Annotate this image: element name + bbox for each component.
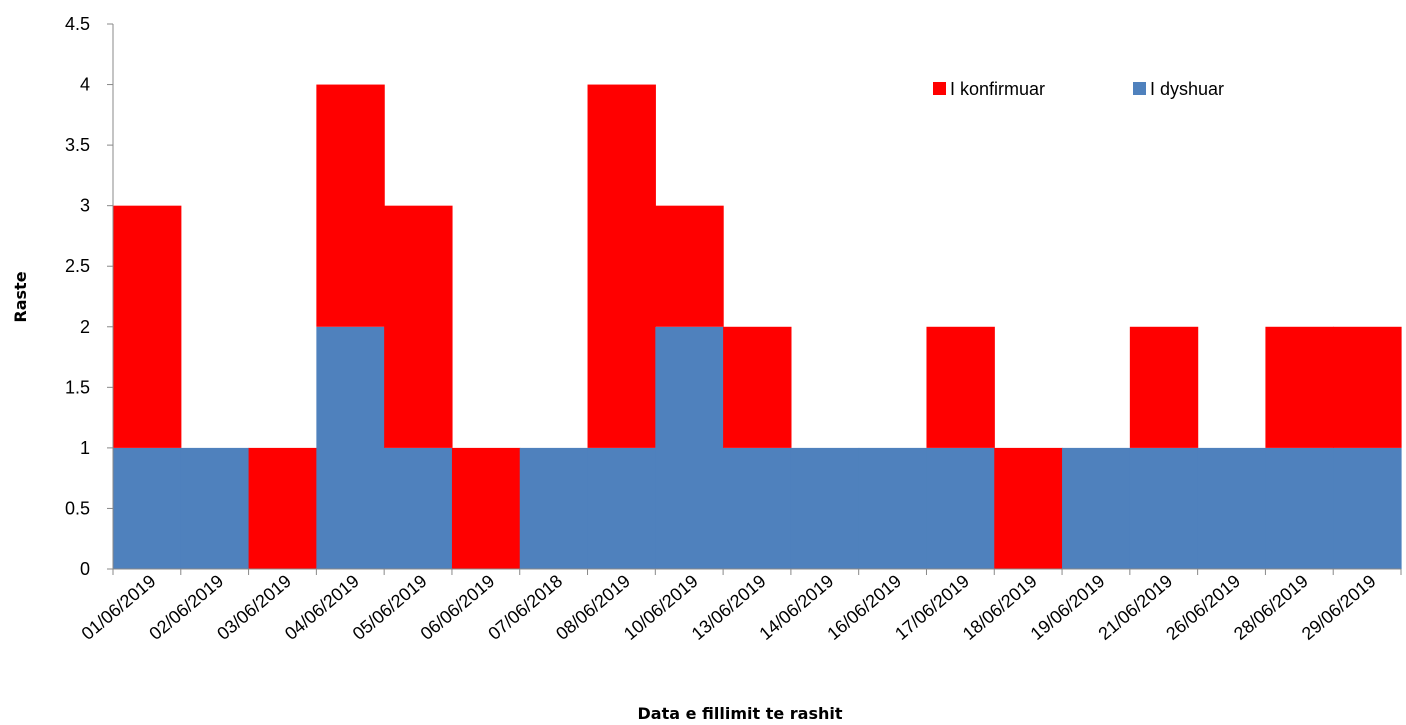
y-tick-label: 1 xyxy=(80,438,90,458)
bar-confirmed-18 xyxy=(1333,326,1402,448)
x-tick-label: 05/06/2019 xyxy=(349,571,431,644)
legend: I konfirmuar I dyshuar xyxy=(933,79,1224,99)
bar-confirmed-13 xyxy=(994,447,1063,569)
x-tick-label: 17/06/2019 xyxy=(891,571,973,644)
x-tick-label: 06/06/2019 xyxy=(417,571,499,644)
y-tick-label: 1.5 xyxy=(65,377,90,397)
y-axis-title: Raste xyxy=(11,271,30,322)
y-tick-label: 3.5 xyxy=(65,135,90,155)
x-tick-label: 13/06/2019 xyxy=(688,571,770,644)
bar-suspected-4 xyxy=(384,447,453,569)
y-tick-label: 3 xyxy=(80,196,90,216)
bar-suspected-3 xyxy=(316,326,385,569)
x-tick-label: 03/06/2019 xyxy=(213,571,295,644)
x-tick-label: 26/06/2019 xyxy=(1162,571,1244,644)
bar-suspected-9 xyxy=(723,447,792,569)
x-tick-label: 08/06/2019 xyxy=(552,571,634,644)
y-tick-label: 2 xyxy=(80,317,90,337)
y-tick-label: 4 xyxy=(80,75,90,95)
bar-confirmed-2 xyxy=(248,447,317,569)
bar-suspected-0 xyxy=(113,447,182,569)
x-axis-title: Data e fillimit te rashit xyxy=(637,704,842,723)
x-tick-label: 16/06/2019 xyxy=(823,571,905,644)
x-tick-label: 07/06/2018 xyxy=(484,571,566,644)
bar-suspected-14 xyxy=(1062,447,1131,569)
bar-confirmed-12 xyxy=(926,326,995,448)
legend-label-confirmed: I konfirmuar xyxy=(950,79,1045,99)
legend-swatch-suspected xyxy=(1133,82,1146,95)
bar-confirmed-15 xyxy=(1129,326,1199,448)
bar-suspected-17 xyxy=(1265,447,1334,569)
bar-suspected-16 xyxy=(1197,447,1267,569)
bar-suspected-10 xyxy=(790,447,860,569)
x-tick-label: 18/06/2019 xyxy=(959,571,1041,644)
bar-suspected-1 xyxy=(180,447,250,569)
y-tick-label: 4.5 xyxy=(65,14,90,34)
bar-suspected-12 xyxy=(926,447,995,569)
x-tick-label: 01/06/2019 xyxy=(78,571,160,644)
x-tick-label: 04/06/2019 xyxy=(281,571,363,644)
x-tick-label: 02/06/2019 xyxy=(145,571,227,644)
y-tick-label: 0.5 xyxy=(65,498,90,518)
bar-confirmed-8 xyxy=(655,205,724,327)
x-tick-label: 10/06/2019 xyxy=(620,571,702,644)
bar-suspected-15 xyxy=(1129,447,1199,569)
y-tick-label: 2.5 xyxy=(65,256,90,276)
y-tick-label: 0 xyxy=(80,559,90,579)
legend-label-suspected: I dyshuar xyxy=(1150,79,1224,99)
bar-confirmed-5 xyxy=(451,447,521,569)
x-tick-label: 14/06/2019 xyxy=(755,571,837,644)
bar-confirmed-17 xyxy=(1265,326,1334,448)
x-tick-label: 19/06/2019 xyxy=(1027,571,1109,644)
x-tick-label: 29/06/2019 xyxy=(1298,571,1380,644)
bar-suspected-8 xyxy=(655,326,724,569)
bar-confirmed-4 xyxy=(384,205,453,448)
bar-confirmed-0 xyxy=(113,205,182,448)
bar-suspected-18 xyxy=(1333,447,1402,569)
bar-suspected-6 xyxy=(519,447,589,569)
bars-layer xyxy=(113,84,1402,569)
bar-suspected-7 xyxy=(587,447,656,569)
legend-swatch-confirmed xyxy=(933,82,946,95)
x-tick-label: 21/06/2019 xyxy=(1094,571,1176,644)
bar-confirmed-7 xyxy=(587,84,656,448)
x-tick-label: 28/06/2019 xyxy=(1230,571,1312,644)
bar-confirmed-9 xyxy=(723,326,792,448)
bar-suspected-11 xyxy=(858,447,928,569)
bar-confirmed-3 xyxy=(316,84,385,327)
